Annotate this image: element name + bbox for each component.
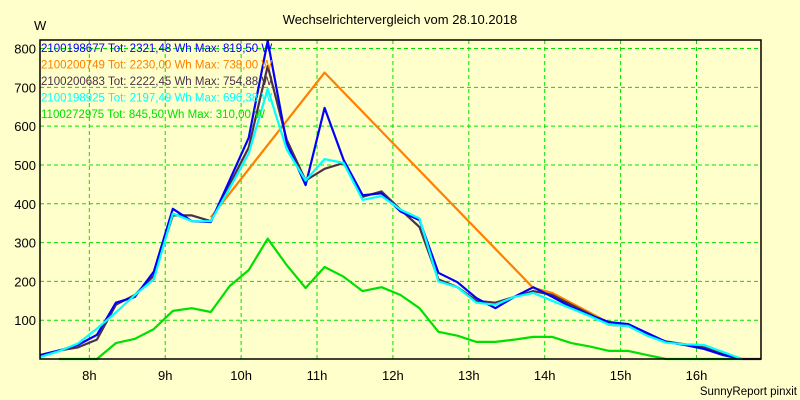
legend-entry-2100198677: 2100198677 Tot: 2321,48 Wh Max: 819,50 W <box>41 43 272 55</box>
y-tick-label: 100 <box>14 313 36 328</box>
legend-entry-2100200683: 2100200683 Tot: 2222,45 Wh Max: 754,88 W <box>41 76 272 88</box>
y-tick-label: 500 <box>14 158 36 173</box>
x-tick-label: 13h <box>458 368 480 383</box>
series-line-2100198925 <box>39 87 743 361</box>
legend-entry-2100200749: 2100200749 Tot: 2230,00 Wh Max: 738,00 W <box>41 60 272 72</box>
chart-title: Wechselrichtervergleich vom 28.10.2018 <box>283 12 518 27</box>
footer-text: SunnyReport pinxit <box>700 386 798 398</box>
legend-entry-1100272975: 1100272975 Tot: 845,50 Wh Max: 310,00 W <box>41 109 265 121</box>
x-tick-label: 9h <box>158 368 172 383</box>
x-tick-label: 10h <box>230 368 252 383</box>
y-tick-label: 200 <box>14 274 36 289</box>
series-lines <box>39 39 762 361</box>
y-tick-label: 700 <box>14 80 36 95</box>
legend-entry-2100198925: 2100198925 Tot: 2197,49 Wh Max: 696,38 W <box>41 93 272 105</box>
y-axis-label: W <box>34 18 47 33</box>
legend: 2100198677 Tot: 2321,48 Wh Max: 819,50 W… <box>41 43 272 121</box>
series-line-2100200749 <box>209 71 610 324</box>
y-tick-label: 400 <box>14 197 36 212</box>
y-tick-label: 600 <box>14 119 36 134</box>
y-tick-label: 300 <box>14 236 36 251</box>
x-tick-label: 15h <box>610 368 632 383</box>
plot-border <box>39 39 762 360</box>
x-tick-label: 11h <box>307 368 328 383</box>
x-tick-label: 16h <box>686 368 708 383</box>
x-tick-label: 12h <box>382 368 404 383</box>
axis-ticks: 8h 9h 10h 11h 12h 13h 14h 15h 16h 100 200 300 400 500… <box>14 42 707 383</box>
y-tick-label: 800 <box>14 42 36 57</box>
x-tick-label: 14h <box>534 368 556 383</box>
x-tick-label: 8h <box>82 368 96 383</box>
grid <box>40 40 761 359</box>
